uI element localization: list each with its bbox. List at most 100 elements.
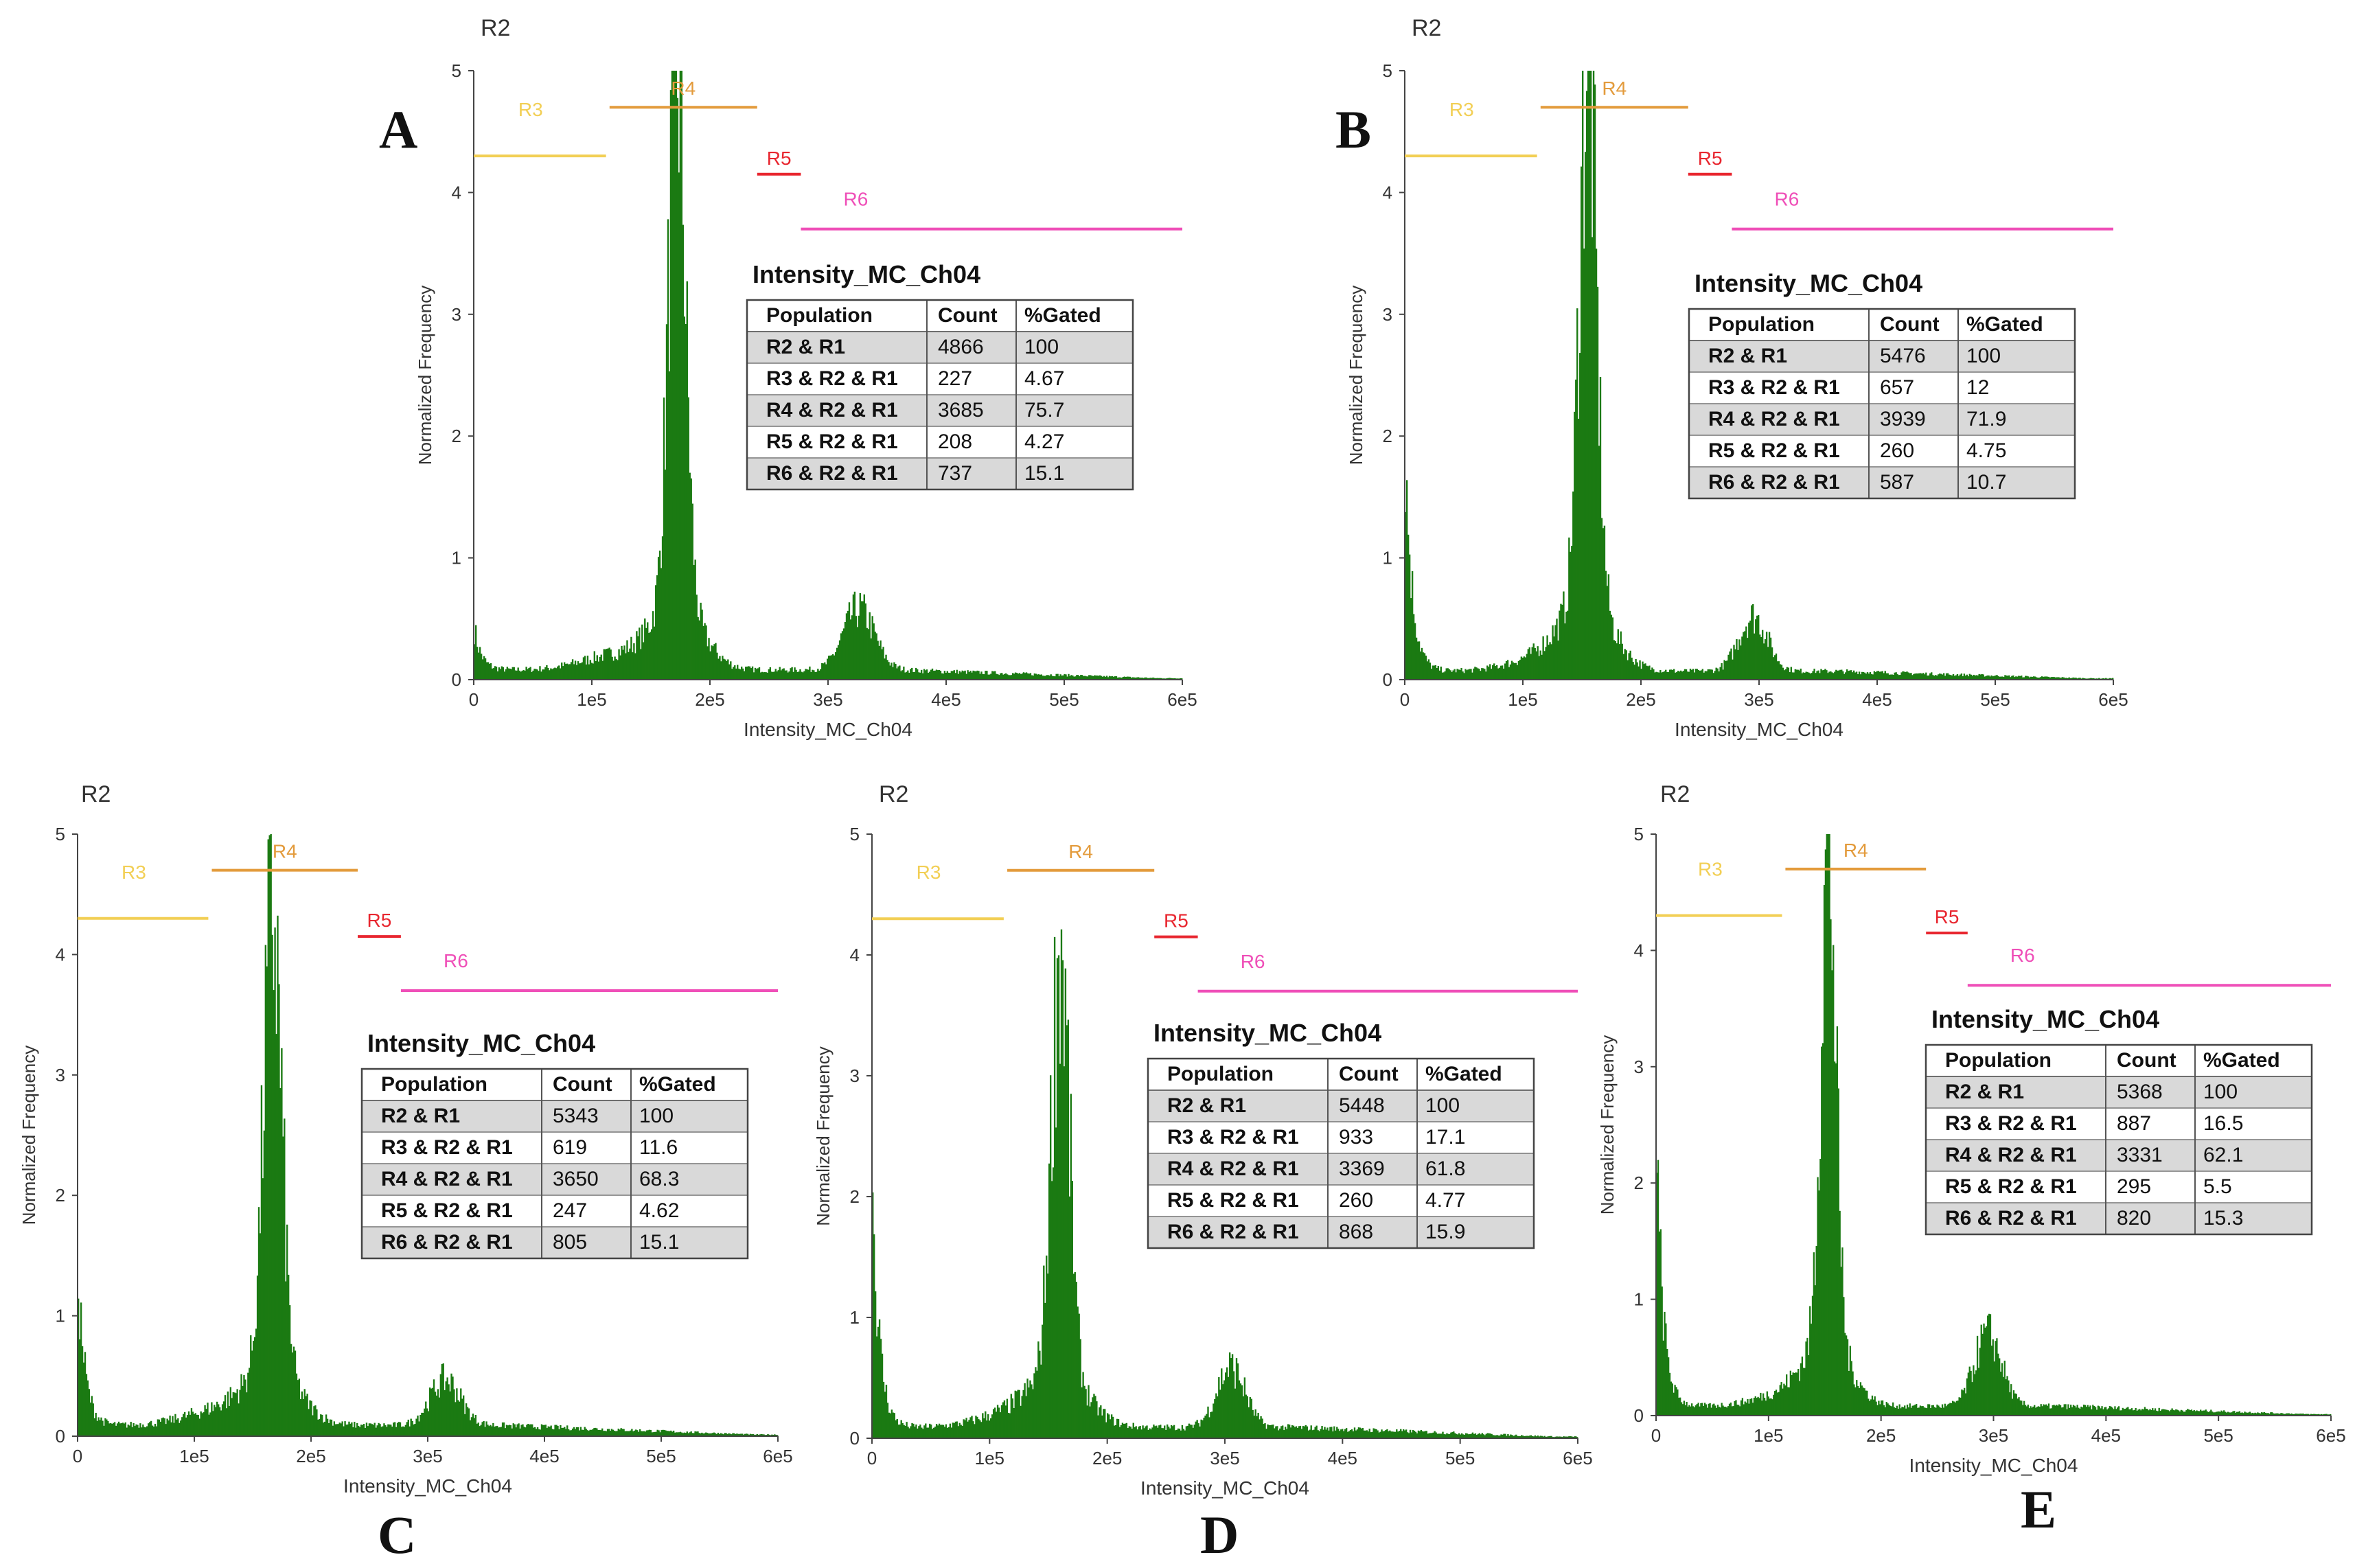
histogram-bar (987, 1414, 989, 1438)
histogram-bar (1749, 1398, 1751, 1416)
histogram-bar (597, 661, 599, 680)
histogram-bar (1743, 1404, 1745, 1416)
x-tick-label: 0 (469, 689, 479, 710)
histogram-bar (1018, 673, 1021, 680)
histogram-bar (949, 1423, 952, 1438)
histogram-bar (124, 1422, 127, 1436)
histogram-bar (718, 1433, 721, 1436)
histogram-bar (686, 281, 688, 680)
table-cell: 17.1 (1425, 1126, 1465, 1149)
histogram-bar (183, 1414, 185, 1436)
histogram-bar (2264, 1412, 2266, 1416)
histogram-bar (656, 575, 658, 680)
histogram-bar (526, 1425, 528, 1436)
histogram-bar (1988, 675, 1990, 680)
histogram-bar (1662, 1340, 1664, 1416)
histogram-bar (1850, 670, 1852, 680)
histogram-bar (320, 1414, 322, 1436)
histogram-bar (1413, 1431, 1416, 1438)
histogram-bar (1874, 672, 1877, 680)
x-tick-label: 2e5 (1866, 1425, 1896, 1446)
histogram-bar (1159, 678, 1161, 680)
histogram-bar (561, 1427, 563, 1436)
histogram-bar (655, 1431, 657, 1436)
histogram-bar (1438, 1433, 1440, 1438)
histogram-bar (375, 1427, 377, 1436)
histogram-bar (437, 1389, 439, 1436)
histogram-bar (1765, 632, 1768, 680)
histogram-bar (673, 1430, 675, 1436)
histogram-bar (1503, 1433, 1505, 1438)
histogram-bar (343, 1426, 345, 1436)
histogram-bar (650, 632, 652, 680)
histogram-bar (450, 1373, 452, 1436)
y-tick-label: 1 (1634, 1289, 1644, 1310)
histogram-bar (740, 666, 743, 680)
table-header-cell: Population (1945, 1049, 2052, 1072)
histogram-bar (1360, 1428, 1363, 1438)
histogram-bar (1885, 1402, 1887, 1416)
histogram-bar (885, 1385, 888, 1438)
histogram-bar (347, 1424, 349, 1436)
histogram-bar (1442, 1431, 1444, 1438)
histogram-bar (760, 1433, 762, 1436)
gate-label-r4: R4 (671, 78, 696, 99)
histogram-bar (2067, 678, 2069, 680)
histogram-bar (1659, 1229, 1662, 1416)
histogram-bar (875, 633, 877, 680)
histogram-bar (2056, 677, 2058, 680)
histogram-bar (1656, 1173, 1658, 1416)
histogram-bar (1470, 1433, 1473, 1438)
histogram-bar (413, 1424, 415, 1436)
histogram-bar (645, 1430, 648, 1436)
histogram-bar (1944, 1403, 1946, 1416)
histogram-bar (2276, 1413, 2278, 1416)
histogram-bar (588, 664, 590, 680)
histogram-bar (2290, 1413, 2293, 1416)
histogram-bar (1110, 1414, 1113, 1438)
histogram-bar (611, 656, 613, 680)
histogram-bar (1386, 1429, 1388, 1438)
histogram-bar (1696, 1404, 1698, 1416)
histogram-bar (1300, 1429, 1303, 1438)
histogram-bar (1665, 669, 1667, 680)
histogram-bar (563, 662, 566, 680)
histogram-bar (829, 655, 831, 680)
histogram-bar (1997, 676, 1999, 680)
histogram-bar (1202, 1420, 1204, 1438)
histogram-bar (1054, 676, 1056, 680)
histogram-bar (453, 1389, 455, 1436)
table-cell: R6 & R2 & R1 (766, 462, 898, 485)
histogram-bar (1881, 671, 1883, 680)
histogram-bar (1055, 673, 1057, 680)
histogram-bar (1851, 672, 1854, 680)
histogram-bar (906, 671, 908, 680)
histogram-bar (1039, 1350, 1041, 1438)
histogram-bar (282, 1136, 284, 1436)
histogram-bar (1173, 1425, 1175, 1438)
histogram-bar (926, 669, 928, 680)
histogram-bar (1324, 1427, 1326, 1438)
histogram-bar (1142, 1425, 1144, 1438)
histogram-bar (2158, 1407, 2160, 1416)
table-cell: 820 (2117, 1207, 2151, 1230)
histogram-bar (2098, 678, 2100, 680)
histogram-bar (1773, 1394, 1775, 1416)
histogram-bar (1896, 1405, 1898, 1416)
histogram-bar (2042, 676, 2045, 680)
histogram-bar (1356, 1429, 1359, 1438)
histogram-bar (1390, 1431, 1392, 1438)
histogram-bar (1059, 1063, 1061, 1438)
histogram-bar (1131, 1428, 1133, 1438)
histogram-bar (915, 1424, 917, 1438)
histogram-bar (539, 666, 541, 680)
histogram-bar (1028, 673, 1031, 680)
histogram-bar (1806, 1337, 1808, 1416)
histogram-bar (2102, 678, 2104, 680)
histogram-bar (1099, 1407, 1101, 1438)
table-cell: 3685 (938, 399, 984, 422)
histogram-bar (931, 668, 934, 680)
histogram-bar (743, 1434, 745, 1436)
table-cell: R5 & R2 & R1 (1708, 439, 1840, 462)
histogram-bar (728, 1433, 730, 1436)
